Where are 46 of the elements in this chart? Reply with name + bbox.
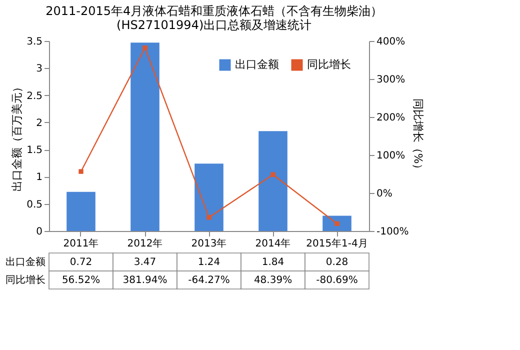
data-label: 1.24 xyxy=(198,257,220,268)
data-label: 56.52% xyxy=(62,275,100,286)
y2-tick-label: 0% xyxy=(376,188,392,200)
y-tick-label: 1.5 xyxy=(26,145,42,156)
y2-axis-title: 同比增长（%） xyxy=(412,98,425,175)
y2-tick-label: 200% xyxy=(376,112,406,124)
data-label: 0.28 xyxy=(326,257,348,268)
data-label: 48.39% xyxy=(254,275,292,286)
legend-label: 同比增长 xyxy=(307,58,351,71)
y2-tick-label: 100% xyxy=(376,150,406,162)
bar xyxy=(258,131,288,231)
bar xyxy=(130,42,160,231)
text: 同比增长 xyxy=(6,275,46,286)
y-tick-label: 0.5 xyxy=(26,199,42,210)
point xyxy=(334,221,340,226)
x-tick-label: 2012年 xyxy=(127,238,163,250)
y-tick-label: 0 xyxy=(36,226,42,238)
y-tick-label: 2 xyxy=(36,118,42,129)
data-label: 1.84 xyxy=(262,257,284,268)
data-label: 381.94% xyxy=(122,275,168,286)
text: 出口金额 xyxy=(6,257,46,268)
bar xyxy=(66,192,96,231)
data-label: -80.69% xyxy=(316,275,358,286)
x-tick-label: 2013年 xyxy=(191,238,227,250)
y2-tick-label: 300% xyxy=(376,74,406,86)
x-tick-label: 2011年 xyxy=(63,238,99,250)
data-label: -64.27% xyxy=(188,275,230,286)
y-tick-label: 3.5 xyxy=(26,36,42,48)
y2-tick-label: -100% xyxy=(376,226,409,238)
x-tick-label: 2014年 xyxy=(255,238,291,250)
y2-tick-label: 400% xyxy=(376,36,406,48)
y-tick-label: 1 xyxy=(36,172,42,184)
legend-label: 出口金额 xyxy=(235,58,279,71)
point xyxy=(270,172,276,177)
bar xyxy=(322,216,352,231)
data-label: 3.47 xyxy=(134,257,156,268)
y-tick-label: 2.5 xyxy=(26,90,42,102)
point xyxy=(78,169,84,174)
y-axis-title: 出口金额（百万美元） xyxy=(10,82,24,192)
point xyxy=(206,215,212,220)
x-tick-label: 2015年1-4月 xyxy=(306,238,368,250)
y-tick-label: 3 xyxy=(36,64,42,75)
bar xyxy=(194,164,224,231)
chart-title: 2011-2015年4月液体石蜡和重质液体石蜡（不含有生物柴油） (HS27101994)出口总额及增速统计 xyxy=(46,4,383,32)
data-label: 0.72 xyxy=(70,257,92,268)
point xyxy=(142,46,148,50)
